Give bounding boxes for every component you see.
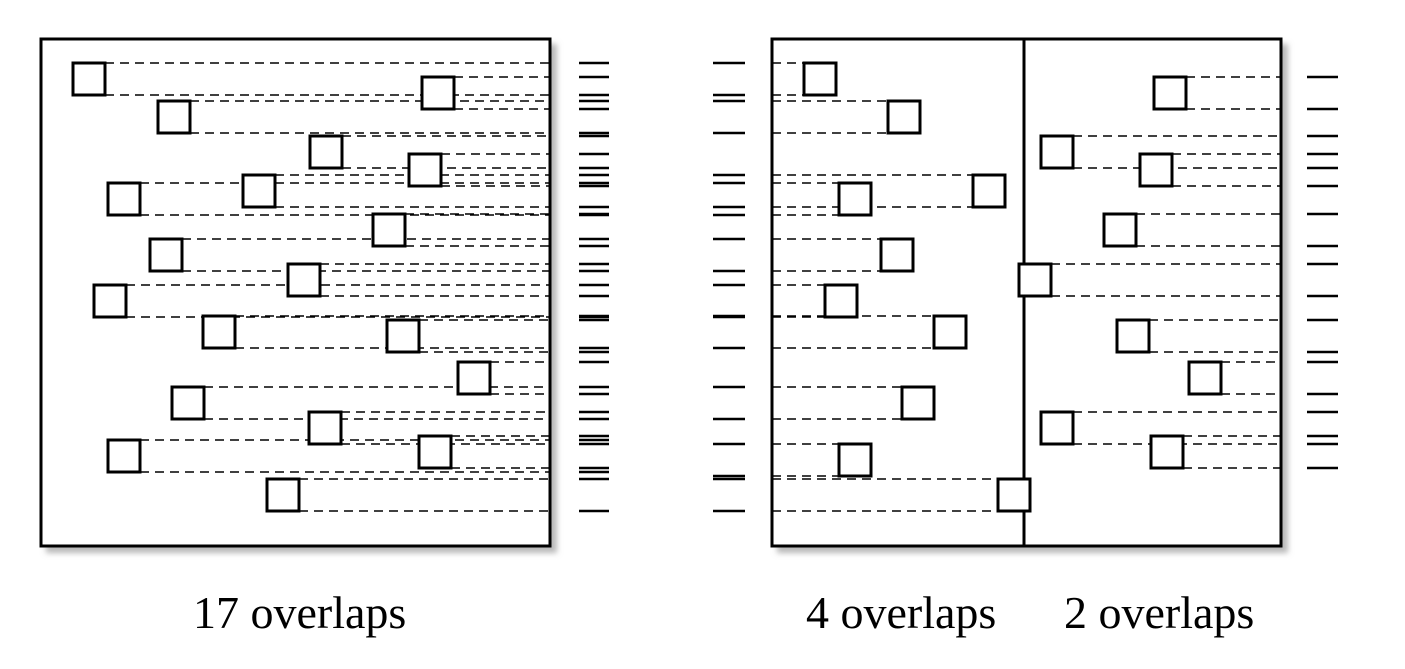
- right-panel-left-ticks: [713, 61, 745, 513]
- object-box: [837, 181, 873, 217]
- object-box: [106, 438, 142, 474]
- object-box: [156, 99, 192, 135]
- caption-left: 17 overlaps: [193, 587, 407, 638]
- object-box: [420, 75, 456, 111]
- caption-right: 2 overlaps: [1064, 587, 1255, 638]
- object-box: [823, 283, 859, 319]
- object-box: [201, 314, 237, 350]
- object-box: [879, 237, 915, 273]
- object-box: [1017, 262, 1053, 298]
- object-box: [286, 262, 322, 298]
- object-box: [148, 237, 184, 273]
- right-projection-lines: [772, 62, 1281, 512]
- object-box: [407, 152, 443, 188]
- object-box: [170, 385, 206, 421]
- object-box: [900, 385, 936, 421]
- object-box: [456, 360, 492, 396]
- object-box: [802, 61, 838, 97]
- right-panel-right-ticks: [1307, 75, 1338, 470]
- object-box: [932, 314, 968, 350]
- object-box: [996, 477, 1032, 513]
- object-box: [417, 434, 453, 470]
- object-box: [971, 173, 1007, 209]
- object-box: [1138, 152, 1174, 188]
- object-box: [1102, 212, 1138, 248]
- object-box: [1187, 360, 1223, 396]
- object-box: [71, 61, 107, 97]
- object-box: [1115, 318, 1151, 354]
- caption-middle: 4 overlaps: [806, 587, 997, 638]
- object-box: [106, 181, 142, 217]
- object-box: [385, 318, 421, 354]
- object-box: [241, 173, 277, 209]
- left-boxes: [71, 61, 492, 513]
- object-box: [371, 212, 407, 248]
- object-box: [1149, 434, 1185, 470]
- left-panel: [39, 37, 557, 553]
- object-box: [886, 99, 922, 135]
- right-boxes: [802, 61, 1223, 513]
- object-box: [1039, 410, 1075, 446]
- right-panel: [770, 37, 1288, 553]
- object-box: [307, 410, 343, 446]
- object-box: [308, 134, 344, 170]
- object-box: [1152, 75, 1188, 111]
- object-box: [837, 442, 873, 478]
- object-box: [1039, 134, 1075, 170]
- object-box: [265, 477, 301, 513]
- object-box: [92, 283, 128, 319]
- left-interval-ticks: [579, 61, 609, 513]
